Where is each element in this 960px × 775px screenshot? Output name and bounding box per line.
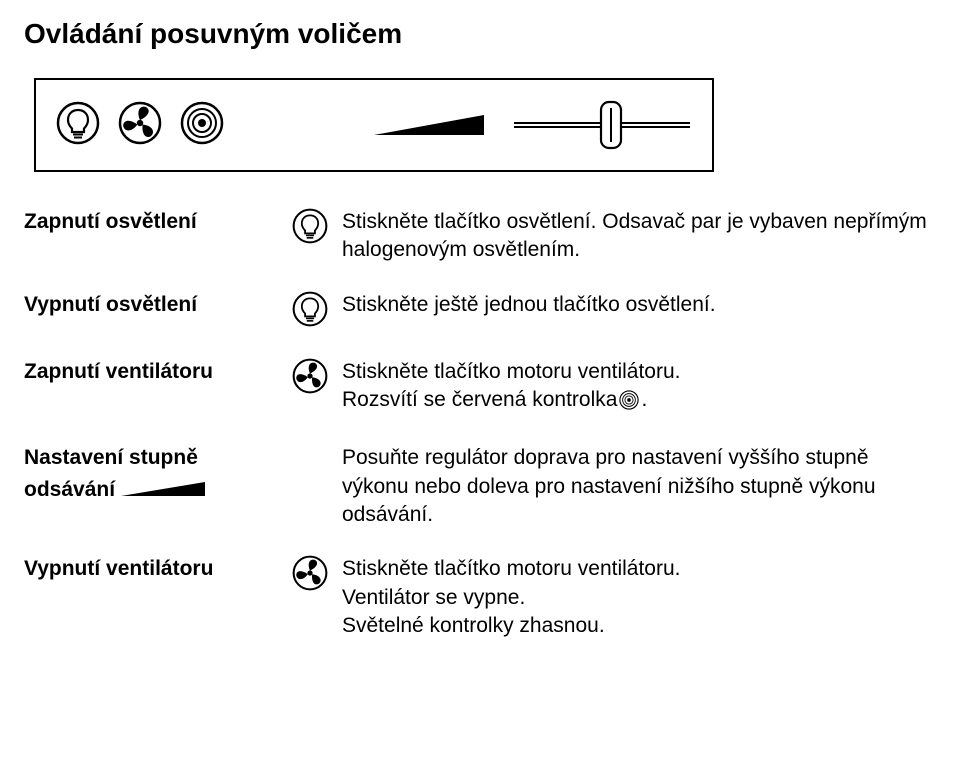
- indicator-icon: [180, 101, 224, 150]
- indicator-icon: [619, 390, 639, 418]
- row-label-text: Vypnutí osvětlení: [24, 291, 292, 318]
- slider-control[interactable]: [512, 100, 692, 150]
- row-label-text: Vypnutí ventilátoru: [24, 555, 292, 582]
- row-desc: Posuňte regulátor doprava pro nastavení …: [342, 444, 936, 529]
- row-label-text2: odsávání: [24, 476, 115, 503]
- row-label-text: Zapnutí ventilátoru: [24, 358, 292, 385]
- fan-icon[interactable]: [118, 101, 162, 150]
- row-label: Vypnutí osvětlení: [24, 291, 292, 318]
- bulb-icon: [292, 291, 328, 332]
- fan-icon: [292, 358, 328, 399]
- bulb-icon: [292, 208, 328, 249]
- row-icon-col: [292, 291, 342, 332]
- instruction-rows: Zapnutí osvětlení Stiskněte tlačítko osv…: [24, 208, 936, 640]
- taper-icon: [374, 115, 484, 135]
- row-label: Vypnutí ventilátoru: [24, 555, 292, 582]
- bulb-icon[interactable]: [56, 101, 100, 150]
- row-icon-col: [292, 358, 342, 399]
- row-icon-col: [292, 555, 342, 596]
- control-panel-container: [34, 78, 714, 172]
- row-label: Nastavení stupně odsávání: [24, 444, 292, 503]
- row-desc: Stiskněte tlačítko motoru ventilátoru.Ve…: [342, 555, 936, 640]
- row-label-text: Zapnutí osvětlení: [24, 208, 292, 235]
- instruction-row: Vypnutí ventilátoru Stiskněte tlačítko m…: [24, 555, 936, 640]
- page: Ovládání posuvným voličem: [0, 0, 960, 775]
- row-label-line2: odsávání: [24, 476, 292, 503]
- row-icon-col: [292, 208, 342, 249]
- instruction-row: Zapnutí osvětlení Stiskněte tlačítko osv…: [24, 208, 936, 265]
- row-label: Zapnutí osvětlení: [24, 208, 292, 235]
- instruction-row: Nastavení stupně odsávání Posuňte regulá…: [24, 444, 936, 529]
- fan-icon: [292, 555, 328, 596]
- row-desc: Stiskněte tlačítko osvětlení. Odsavač pa…: [342, 208, 936, 265]
- page-title: Ovládání posuvným voličem: [24, 18, 936, 50]
- row-label: Zapnutí ventilátoru: [24, 358, 292, 385]
- instruction-row: Vypnutí osvětlení Stiskněte ještě jednou…: [24, 291, 936, 332]
- control-panel: [34, 78, 714, 172]
- row-desc: Stiskněte ještě jednou tlačítko osvětlen…: [342, 291, 936, 319]
- instruction-row: Zapnutí ventilátoru Stiskněte tlačítko m…: [24, 358, 936, 419]
- row-desc-post: .: [641, 388, 647, 411]
- row-label-text: Nastavení stupně: [24, 444, 292, 471]
- row-desc: Stiskněte tlačítko motoru ventilátoru.Ro…: [342, 358, 936, 419]
- taper-icon: [121, 482, 205, 496]
